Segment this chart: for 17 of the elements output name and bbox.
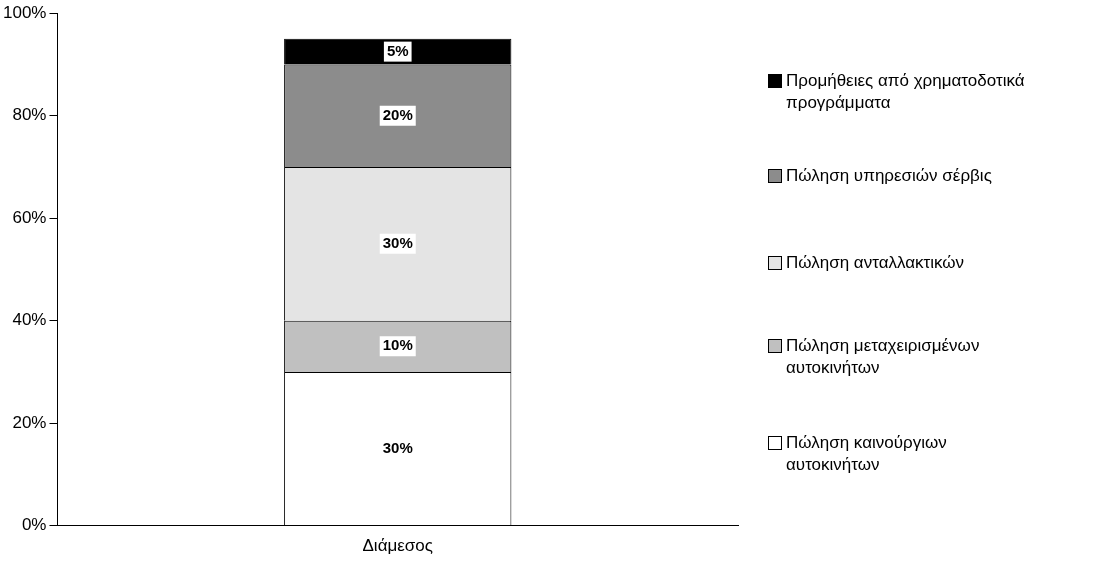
text: Πώληση καινούργιων αυτοκινήτων [786, 432, 948, 476]
legend-label: Πώληση ανταλλακτικών [786, 252, 965, 274]
legend-label: Προμήθειες από χρηματοδοτικά προγράμματα [786, 70, 1026, 114]
y-tick-label: 20% [12, 412, 47, 432]
y-tick-label: 100% [3, 2, 47, 22]
y-tick-label: 0% [21, 515, 47, 535]
data-label: 5% [386, 41, 409, 59]
data-label: 20% [382, 105, 413, 123]
y-tick-label: 40% [12, 310, 47, 330]
data-label: 10% [382, 336, 413, 354]
x-tick-label: Διάμεσος [362, 536, 433, 556]
legend-label: Πώληση μεταχειρισμένων αυτοκινήτων [786, 335, 981, 379]
y-tick-label: 60% [12, 207, 47, 227]
legend-label: Πώληση υπηρεσιών σέρβις [786, 165, 992, 187]
data-label: 30% [382, 233, 413, 251]
data-label: 30% [382, 438, 413, 456]
y-tick-label: 80% [12, 105, 47, 125]
